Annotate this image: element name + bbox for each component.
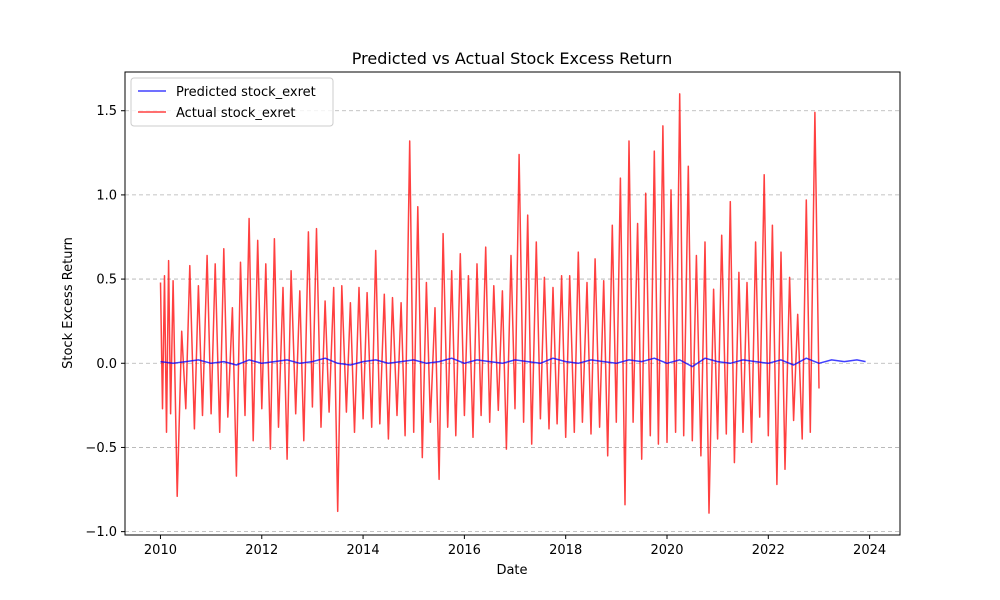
legend-label-actual: Actual stock_exret <box>176 106 295 121</box>
y-tick-label: 0.0 <box>96 357 117 372</box>
y-tick-label: −0.5 <box>85 441 117 456</box>
y-tick-label: 1.0 <box>96 188 117 203</box>
legend-box <box>130 77 334 127</box>
axes: −1.0 −0.5 0.0 0.5 1.0 1.5 2010 2012 2014 2016 2018… <box>85 104 886 558</box>
x-tick-label: 2016 <box>448 543 481 558</box>
y-tick-label: 1.5 <box>96 104 117 119</box>
y-tick-label: −1.0 <box>85 525 117 540</box>
predicted-series-line <box>160 357 866 368</box>
x-tick-label: 2014 <box>347 543 380 558</box>
actual-series-line <box>159 93 820 514</box>
plot-frame <box>124 71 901 536</box>
legend: Predicted stock_exret Actual stock_exret <box>130 77 334 127</box>
x-tick-label: 2018 <box>549 543 582 558</box>
x-tick-label: 2012 <box>245 543 278 558</box>
y-axis-label: Stock Excess Return <box>61 237 76 369</box>
x-tick-label: 2010 <box>144 543 177 558</box>
x-tick-label: 2020 <box>650 543 683 558</box>
x-axis-label: Date <box>496 563 527 578</box>
chart-title: Predicted vs Actual Stock Excess Return <box>352 49 672 68</box>
y-tick-label: 0.5 <box>96 273 117 288</box>
grid <box>125 110 900 533</box>
plot-series <box>159 93 866 514</box>
x-tick-label: 2024 <box>853 543 886 558</box>
x-tick-label: 2022 <box>752 543 785 558</box>
legend-label-predicted: Predicted stock_exret <box>176 85 316 100</box>
